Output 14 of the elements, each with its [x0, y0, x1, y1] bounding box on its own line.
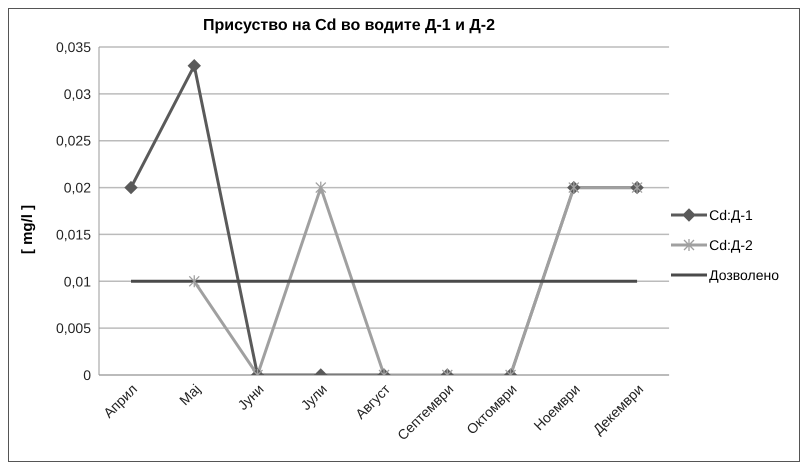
- y-tick-label: 0,02: [64, 180, 92, 196]
- y-tick-label: 0: [83, 366, 92, 383]
- y-tick-label: 0,015: [56, 226, 92, 242]
- legend-label: Дозволено: [709, 267, 779, 283]
- y-tick-label: 0,03: [64, 86, 92, 102]
- legend-label: Cd:Д-2: [709, 237, 753, 253]
- chart-title: Присуство на Cd во водите Д-1 и Д-2: [202, 17, 496, 35]
- y-tick-label: 0,025: [56, 132, 92, 149]
- y-tick-label: 0,035: [56, 38, 92, 55]
- y-tick-label: 0,01: [64, 273, 92, 290]
- y-tick-label: 0,005: [56, 320, 92, 336]
- y-axis-title: [ mg/l ]: [20, 204, 37, 254]
- legend-label: Cd:Д-1: [709, 207, 753, 223]
- x-tick-label: Мај: [176, 380, 204, 408]
